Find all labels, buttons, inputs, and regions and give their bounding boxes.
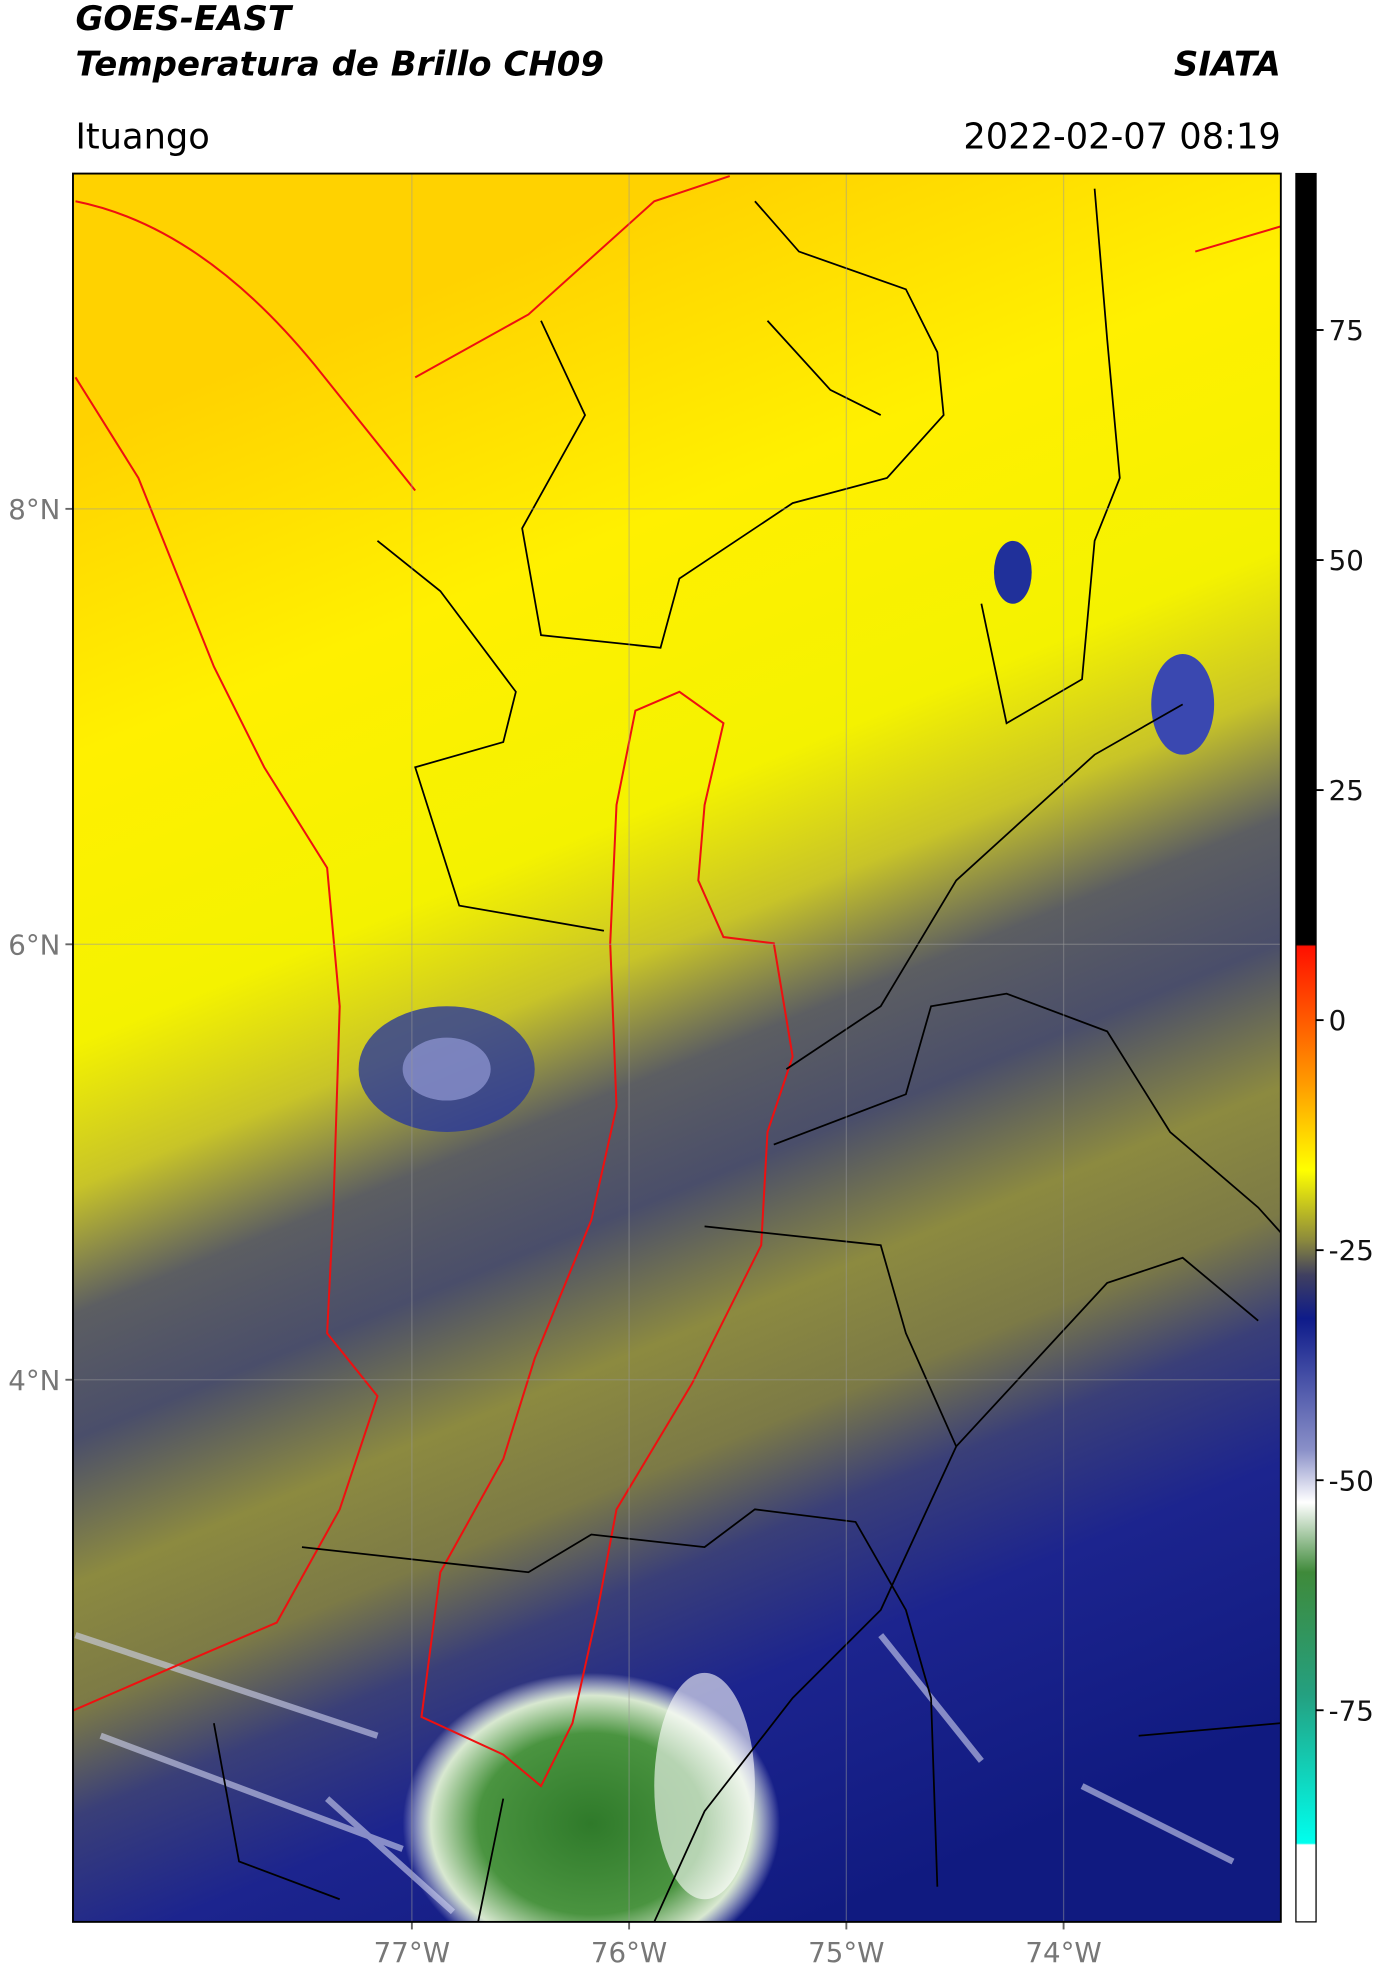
colorbar-tick-label: 0 xyxy=(1329,1004,1347,1037)
x-tick-label: 74°W xyxy=(1025,1936,1101,1969)
colorbar-tick-label: -75 xyxy=(1329,1694,1374,1727)
x-tick-label: 75°W xyxy=(808,1936,884,1969)
title: GOES-EAST xyxy=(75,0,293,39)
colorbar-tick-label: 75 xyxy=(1329,314,1364,347)
colorbar-tick-label: -25 xyxy=(1329,1234,1374,1267)
subtitle: Temperatura de Brillo CH09 xyxy=(75,44,604,84)
y-tick-label: 6°N xyxy=(8,928,60,961)
map-image xyxy=(72,173,1281,1922)
y-tick-label: 8°N xyxy=(8,493,60,526)
cloud-cell xyxy=(402,1037,491,1101)
y-tick-label: 4°N xyxy=(8,1364,60,1397)
location: Ituango xyxy=(75,116,209,157)
coastline xyxy=(72,175,1281,1712)
colorbar-tick-label: 50 xyxy=(1329,544,1364,577)
graticule: 77°W 76°W 75°W 74°W 8°N 6°N 4°N xyxy=(8,173,1281,1969)
study-area-boundary xyxy=(420,690,794,1788)
admin-boundaries xyxy=(213,188,1281,1922)
x-tick-label: 76°W xyxy=(591,1936,667,1969)
datetime: 2022-02-07 08:19 xyxy=(963,116,1280,157)
colorbar-tick-label: 25 xyxy=(1329,774,1364,807)
cold-tops xyxy=(654,1672,755,1900)
cloud-cell xyxy=(993,540,1032,604)
x-tick-label: 77°W xyxy=(374,1936,450,1969)
colorbar-ticks: 75 50 25 0 -25 -50 -75 xyxy=(1316,314,1374,1727)
brand: SIATA xyxy=(1174,44,1281,84)
colorbar-tick-label: -50 xyxy=(1329,1464,1374,1497)
map-frame xyxy=(72,172,1282,1923)
colorbar xyxy=(1295,172,1317,1923)
brightness-field xyxy=(72,173,1281,1922)
